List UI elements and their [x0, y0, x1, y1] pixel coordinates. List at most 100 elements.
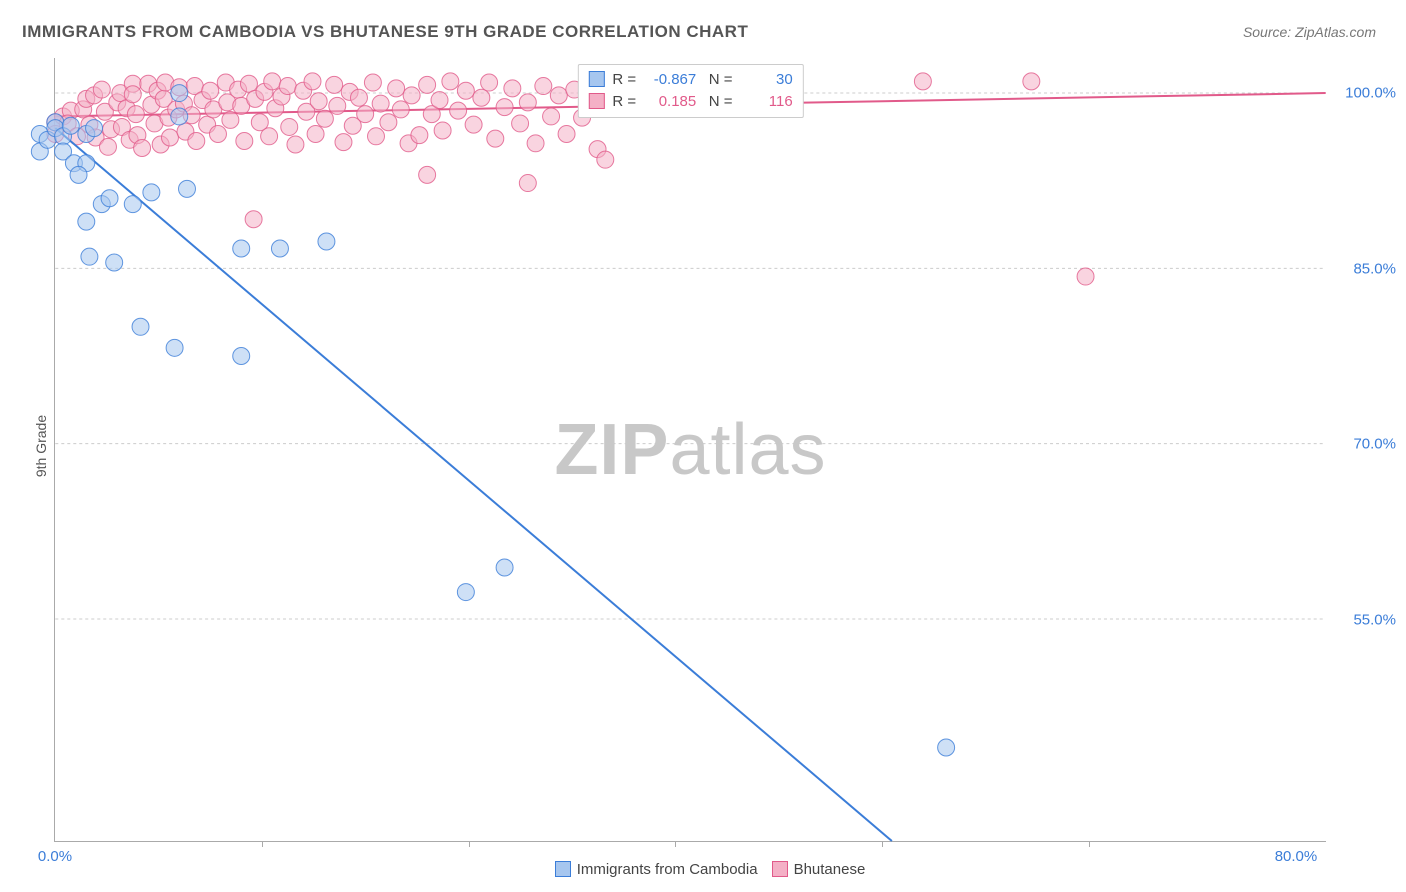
scatter-point-bhutanese [403, 87, 420, 104]
scatter-point-bhutanese [124, 86, 141, 103]
scatter-point-cambodia [124, 196, 141, 213]
scatter-point-bhutanese [487, 130, 504, 147]
scatter-point-bhutanese [188, 132, 205, 149]
scatter-point-bhutanese [161, 129, 178, 146]
scatter-point-bhutanese [304, 73, 321, 90]
scatter-point-cambodia [233, 348, 250, 365]
scatter-point-cambodia [233, 240, 250, 257]
x-minor-tick [675, 841, 676, 847]
scatter-point-bhutanese [281, 118, 298, 135]
stat-N-value: 30 [737, 69, 793, 91]
plot-svg [55, 58, 1326, 841]
scatter-point-bhutanese [419, 166, 436, 183]
scatter-point-cambodia [171, 85, 188, 102]
y-tick-label: 55.0% [1336, 611, 1396, 628]
scatter-point-bhutanese [209, 125, 226, 142]
scatter-point-cambodia [132, 318, 149, 335]
scatter-point-cambodia [166, 339, 183, 356]
scatter-point-cambodia [938, 739, 955, 756]
scatter-point-bhutanese [392, 101, 409, 118]
scatter-point-bhutanese [465, 116, 482, 133]
scatter-point-bhutanese [350, 89, 367, 106]
legend-swatch [772, 861, 788, 877]
scatter-point-cambodia [143, 184, 160, 201]
scatter-point-bhutanese [202, 82, 219, 99]
y-axis-label: 9th Grade [33, 415, 49, 477]
scatter-point-bhutanese [597, 151, 614, 168]
scatter-point-bhutanese [222, 111, 239, 128]
scatter-point-bhutanese [127, 106, 144, 123]
source-name: ZipAtlas.com [1295, 24, 1376, 40]
stat-R-label: R = [612, 93, 640, 110]
scatter-point-bhutanese [287, 136, 304, 153]
legend-label-cambodia: Immigrants from Cambodia [577, 861, 758, 878]
scatter-point-bhutanese [364, 74, 381, 91]
scatter-point-bhutanese [380, 114, 397, 131]
scatter-point-bhutanese [368, 128, 385, 145]
stat-N-label: N = [696, 93, 736, 110]
correlation-chart: IMMIGRANTS FROM CAMBODIA VS BHUTANESE 9T… [0, 0, 1406, 892]
scatter-point-bhutanese [496, 99, 513, 116]
chart-source: Source: ZipAtlas.com [1243, 24, 1376, 40]
stats-row-cambodia: R = -0.867 N = 30 [588, 69, 792, 91]
scatter-point-bhutanese [450, 102, 467, 119]
regression-stats-box: R = -0.867 N = 30R = 0.185 N = 116 [577, 64, 803, 118]
stat-N-value: 116 [737, 91, 793, 113]
x-minor-tick [469, 841, 470, 847]
scatter-point-bhutanese [335, 134, 352, 151]
scatter-point-bhutanese [326, 76, 343, 93]
stat-R-value: 0.185 [640, 91, 696, 113]
stats-row-bhutanese: R = 0.185 N = 116 [588, 91, 792, 113]
scatter-point-bhutanese [264, 73, 281, 90]
bottom-legend: Immigrants from Cambodia Bhutanese [0, 861, 1406, 878]
x-minor-tick [882, 841, 883, 847]
scatter-point-cambodia [86, 120, 103, 137]
stat-R-value: -0.867 [640, 69, 696, 91]
scatter-point-cambodia [318, 233, 335, 250]
scatter-point-cambodia [81, 248, 98, 265]
x-minor-tick [262, 841, 263, 847]
scatter-point-cambodia [179, 180, 196, 197]
scatter-point-cambodia [171, 108, 188, 125]
scatter-point-bhutanese [442, 73, 459, 90]
scatter-point-bhutanese [372, 95, 389, 112]
scatter-point-bhutanese [134, 139, 151, 156]
scatter-point-bhutanese [316, 110, 333, 127]
scatter-point-bhutanese [431, 92, 448, 109]
scatter-point-bhutanese [240, 75, 257, 92]
scatter-point-bhutanese [558, 125, 575, 142]
scatter-point-bhutanese [419, 76, 436, 93]
y-tick-label: 85.0% [1336, 260, 1396, 277]
scatter-point-bhutanese [519, 94, 536, 111]
scatter-point-bhutanese [550, 87, 567, 104]
scatter-point-bhutanese [527, 135, 544, 152]
scatter-point-cambodia [70, 166, 87, 183]
scatter-point-bhutanese [236, 132, 253, 149]
stat-R-label: R = [612, 71, 640, 88]
chart-title: IMMIGRANTS FROM CAMBODIA VS BHUTANESE 9T… [22, 22, 748, 42]
scatter-point-cambodia [457, 584, 474, 601]
legend-label-bhutanese: Bhutanese [794, 861, 866, 878]
scatter-point-bhutanese [411, 127, 428, 144]
scatter-point-bhutanese [1077, 268, 1094, 285]
scatter-point-bhutanese [307, 125, 324, 142]
scatter-point-bhutanese [310, 93, 327, 110]
y-tick-label: 70.0% [1336, 436, 1396, 453]
scatter-point-bhutanese [914, 73, 931, 90]
scatter-point-cambodia [106, 254, 123, 271]
scatter-point-bhutanese [457, 82, 474, 99]
legend-swatch [588, 71, 604, 87]
scatter-point-cambodia [271, 240, 288, 257]
scatter-point-bhutanese [481, 74, 498, 91]
legend-swatch [588, 93, 604, 109]
scatter-point-bhutanese [329, 97, 346, 114]
plot-area: ZIPatlas R = -0.867 N = 30R = 0.185 N = … [54, 58, 1326, 842]
scatter-point-cambodia [496, 559, 513, 576]
scatter-point-bhutanese [434, 122, 451, 139]
scatter-point-bhutanese [543, 108, 560, 125]
y-tick-label: 100.0% [1336, 85, 1396, 102]
scatter-point-bhutanese [535, 78, 552, 95]
scatter-point-bhutanese [261, 128, 278, 145]
scatter-point-bhutanese [99, 138, 116, 155]
stat-N-label: N = [696, 71, 736, 88]
